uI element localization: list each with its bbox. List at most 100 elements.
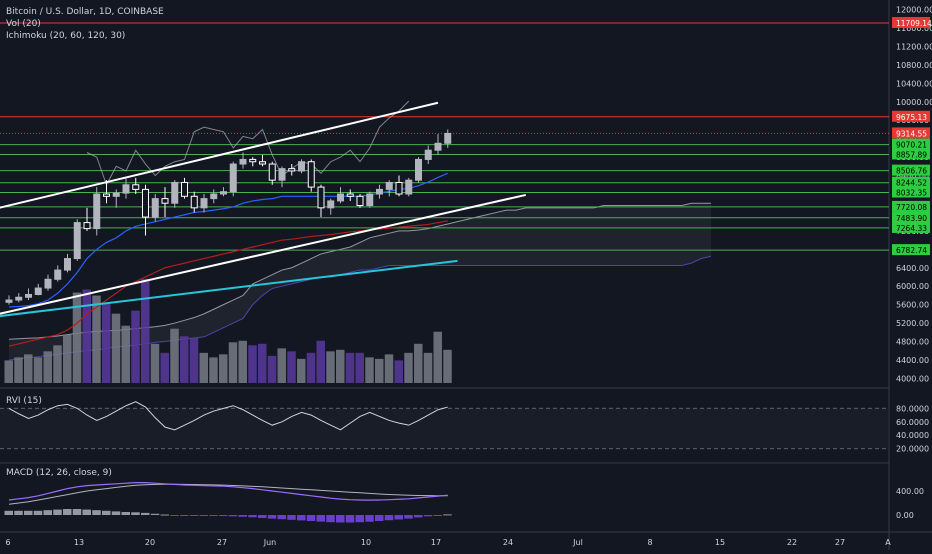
macd-histogram-bar <box>384 515 394 521</box>
candle-body <box>200 198 208 209</box>
macd-histogram-bar <box>160 514 169 516</box>
volume-bar <box>238 340 247 383</box>
volume-bar <box>102 303 111 383</box>
time-tick-label: 27 <box>217 538 227 547</box>
macd-histogram-bar <box>248 515 257 518</box>
candle-body <box>122 184 130 194</box>
candle-body <box>161 198 169 204</box>
rvi-legend: RVI (15) <box>6 396 42 406</box>
volume-bar <box>306 352 316 383</box>
volume-bar <box>72 292 82 383</box>
volume-bar <box>189 337 199 383</box>
price-tag-box <box>892 211 930 223</box>
volume-bar <box>219 354 228 383</box>
macd-legend: MACD (12, 26, close, 9) <box>6 468 112 478</box>
channel-lower-line <box>0 193 526 315</box>
lagging-span <box>86 100 410 187</box>
axes: 12000.0011600.0011200.0010800.0010400.00… <box>5 6 932 547</box>
candlesticks <box>5 129 452 305</box>
volume-bar <box>404 352 413 383</box>
volume-bar <box>267 355 277 383</box>
time-tick-label: 22 <box>787 538 797 547</box>
macd-histogram-bar <box>306 515 316 521</box>
price-tag-label: 8857.89 <box>896 150 927 159</box>
price-tick-label: 4000.00 <box>896 374 929 383</box>
trend-drawings <box>0 101 526 318</box>
volume-bar <box>53 345 62 383</box>
price-tick-label: 6400.00 <box>896 264 929 273</box>
time-tick-label: A <box>885 538 891 547</box>
macd-histogram-bar <box>199 515 208 516</box>
macd-histogram-bar <box>33 510 43 515</box>
volume-bar <box>384 354 394 383</box>
macd-histogram-bar <box>394 515 403 520</box>
time-tick-label: 13 <box>74 538 84 547</box>
price-tag-box <box>892 17 930 29</box>
price-tag-box <box>892 221 930 233</box>
macd-tick-label: 400.00 <box>896 487 924 496</box>
macd-tick-label: 0.00 <box>896 511 914 520</box>
volume-bar <box>121 325 130 383</box>
price-tag-label: 11709.14 <box>896 19 932 28</box>
macd-histogram-bar <box>365 515 374 522</box>
price-tick-label: 11200.00 <box>896 42 932 51</box>
volume-bar <box>92 295 101 383</box>
candle-body <box>25 293 32 298</box>
price-tag-box <box>892 200 930 212</box>
macd-histogram-bar <box>82 509 91 515</box>
macd-histogram-bar <box>92 510 101 515</box>
price-tag-box <box>892 164 930 176</box>
candle-body <box>83 222 91 230</box>
tenkan-line <box>8 172 448 308</box>
price-tick-label: 10400.00 <box>896 79 932 88</box>
price-tag-label: 8244.52 <box>896 179 927 188</box>
volume-bar <box>131 310 140 383</box>
macd-histogram-bar <box>111 511 121 515</box>
macd-histogram-bar <box>150 513 160 515</box>
candle-body <box>112 192 120 197</box>
macd-histogram-bar <box>297 515 306 521</box>
candle-body <box>190 195 198 209</box>
volume-bar <box>180 336 189 383</box>
price-tag-label: 7483.90 <box>896 214 927 223</box>
macd-histogram-bar <box>209 515 218 517</box>
volume-legend: Vol (20) <box>6 19 41 29</box>
trend-line-cyan <box>0 259 458 318</box>
candle-body <box>337 193 344 202</box>
volume-bar <box>111 313 121 383</box>
time-tick-label: Jul <box>572 538 583 547</box>
volume-bar <box>355 352 364 383</box>
chart-title: Bitcoin / U.S. Dollar, 1D, COINBASE <box>6 7 164 17</box>
candle-body <box>385 181 393 190</box>
rvi-line <box>8 401 448 431</box>
macd-histogram-bar <box>131 512 140 515</box>
macd-histogram-bar <box>14 510 23 515</box>
time-tick-label: 27 <box>835 538 845 547</box>
price-tick-label: 10000.00 <box>896 98 932 107</box>
price-tag-box <box>892 127 930 139</box>
macd-histogram-bar <box>287 515 296 520</box>
candle-body <box>259 161 266 165</box>
volume-bar <box>423 352 433 383</box>
macd-histogram-bar <box>102 510 111 515</box>
candle-body <box>298 161 305 172</box>
macd-histogram-bar <box>180 515 189 516</box>
rvi-pane <box>0 401 889 450</box>
time-tick-label: 6 <box>5 538 10 547</box>
candle-body <box>54 269 62 280</box>
candle-body <box>307 161 315 188</box>
volume-bar <box>258 343 267 383</box>
macd-histogram-bar <box>277 515 286 520</box>
candle-body <box>210 193 218 200</box>
volume-bar <box>248 345 257 383</box>
volume-bar <box>33 357 43 383</box>
volume-bar <box>228 342 238 383</box>
candle-body <box>249 158 257 163</box>
ichimoku-legend: Ichimoku (20, 60, 120, 30) <box>6 31 125 41</box>
candle-body <box>64 258 71 271</box>
price-tag-box <box>892 186 930 198</box>
macd-pane <box>4 482 452 523</box>
